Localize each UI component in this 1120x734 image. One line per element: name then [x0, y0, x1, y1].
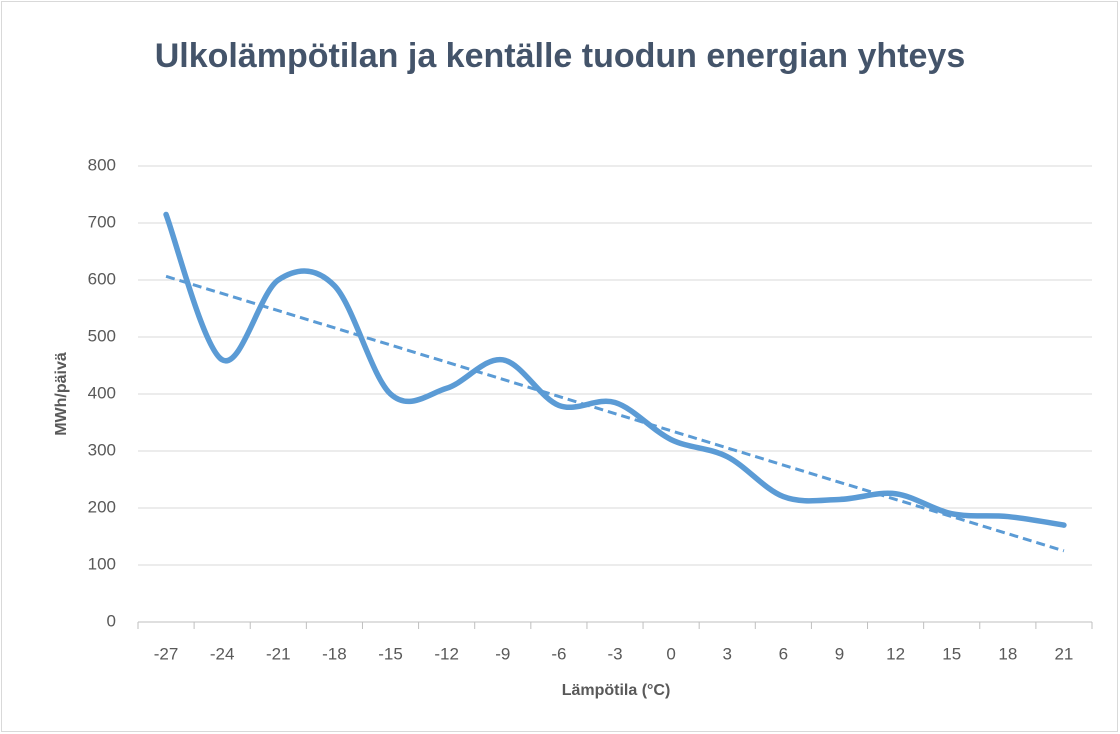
- x-tick-label: -3: [607, 644, 622, 663]
- trendline: [165, 274, 1065, 553]
- x-tick-label: -27: [154, 644, 179, 663]
- x-tick-label: -18: [322, 644, 347, 663]
- x-tick-label: -24: [210, 644, 235, 663]
- x-tick-label: -9: [495, 644, 510, 663]
- x-tick-label: 21: [1054, 644, 1073, 663]
- y-tick-label: 100: [88, 554, 116, 573]
- x-tick-label: 0: [666, 644, 675, 663]
- y-tick-label: 500: [88, 326, 116, 345]
- x-tick-label: 12: [886, 644, 905, 663]
- x-tick-label: 15: [942, 644, 961, 663]
- x-tick-label: -15: [378, 644, 403, 663]
- x-tick-label: 6: [779, 644, 788, 663]
- x-tick-label: 18: [998, 644, 1017, 663]
- y-tick-label: 600: [88, 269, 116, 288]
- y-axis-title: MWh/päivä: [53, 352, 70, 436]
- x-tick-label: -6: [551, 644, 566, 663]
- y-tick-label: 400: [88, 383, 116, 402]
- x-tick-label: -12: [434, 644, 459, 663]
- y-tick-label: 200: [88, 497, 116, 516]
- x-axis-title: Lämpötila (°C): [562, 682, 671, 699]
- y-tick-label: 300: [88, 440, 116, 459]
- x-tick-label: -21: [266, 644, 291, 663]
- y-tick-label: 700: [88, 212, 116, 231]
- x-tick-label: 9: [835, 644, 844, 663]
- x-tick-label: 3: [723, 644, 732, 663]
- chart-title: Ulkolämpötilan ja kentälle tuodun energi…: [154, 37, 966, 75]
- y-tick-label: 0: [107, 611, 116, 630]
- y-tick-label: 800: [88, 155, 116, 174]
- data-line: [163, 211, 1067, 528]
